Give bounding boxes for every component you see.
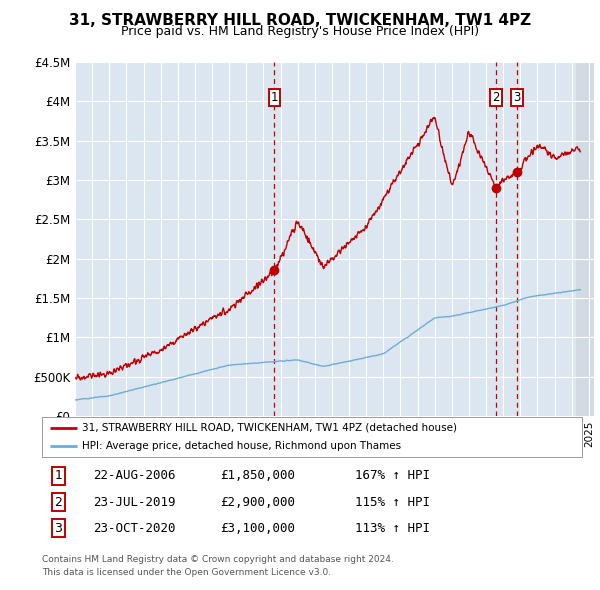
Text: 3: 3 — [514, 91, 521, 104]
Text: Contains HM Land Registry data © Crown copyright and database right 2024.: Contains HM Land Registry data © Crown c… — [42, 555, 394, 563]
Text: 167% ↑ HPI: 167% ↑ HPI — [355, 470, 430, 483]
Text: 1: 1 — [54, 470, 62, 483]
Text: 3: 3 — [54, 522, 62, 535]
Text: 31, STRAWBERRY HILL ROAD, TWICKENHAM, TW1 4PZ: 31, STRAWBERRY HILL ROAD, TWICKENHAM, TW… — [69, 13, 531, 28]
Text: 22-AUG-2006: 22-AUG-2006 — [94, 470, 176, 483]
Text: 1: 1 — [271, 91, 278, 104]
Text: 23-JUL-2019: 23-JUL-2019 — [94, 496, 176, 509]
Text: 23-OCT-2020: 23-OCT-2020 — [94, 522, 176, 535]
Text: This data is licensed under the Open Government Licence v3.0.: This data is licensed under the Open Gov… — [42, 568, 331, 577]
Text: £2,900,000: £2,900,000 — [220, 496, 295, 509]
Text: 113% ↑ HPI: 113% ↑ HPI — [355, 522, 430, 535]
Text: £1,850,000: £1,850,000 — [220, 470, 295, 483]
Text: 115% ↑ HPI: 115% ↑ HPI — [355, 496, 430, 509]
Bar — [576, 62, 594, 416]
Text: HPI: Average price, detached house, Richmond upon Thames: HPI: Average price, detached house, Rich… — [83, 441, 401, 451]
Text: 2: 2 — [54, 496, 62, 509]
Text: Price paid vs. HM Land Registry's House Price Index (HPI): Price paid vs. HM Land Registry's House … — [121, 25, 479, 38]
Text: £3,100,000: £3,100,000 — [220, 522, 295, 535]
Text: 2: 2 — [492, 91, 499, 104]
Text: 31, STRAWBERRY HILL ROAD, TWICKENHAM, TW1 4PZ (detached house): 31, STRAWBERRY HILL ROAD, TWICKENHAM, TW… — [83, 423, 458, 433]
